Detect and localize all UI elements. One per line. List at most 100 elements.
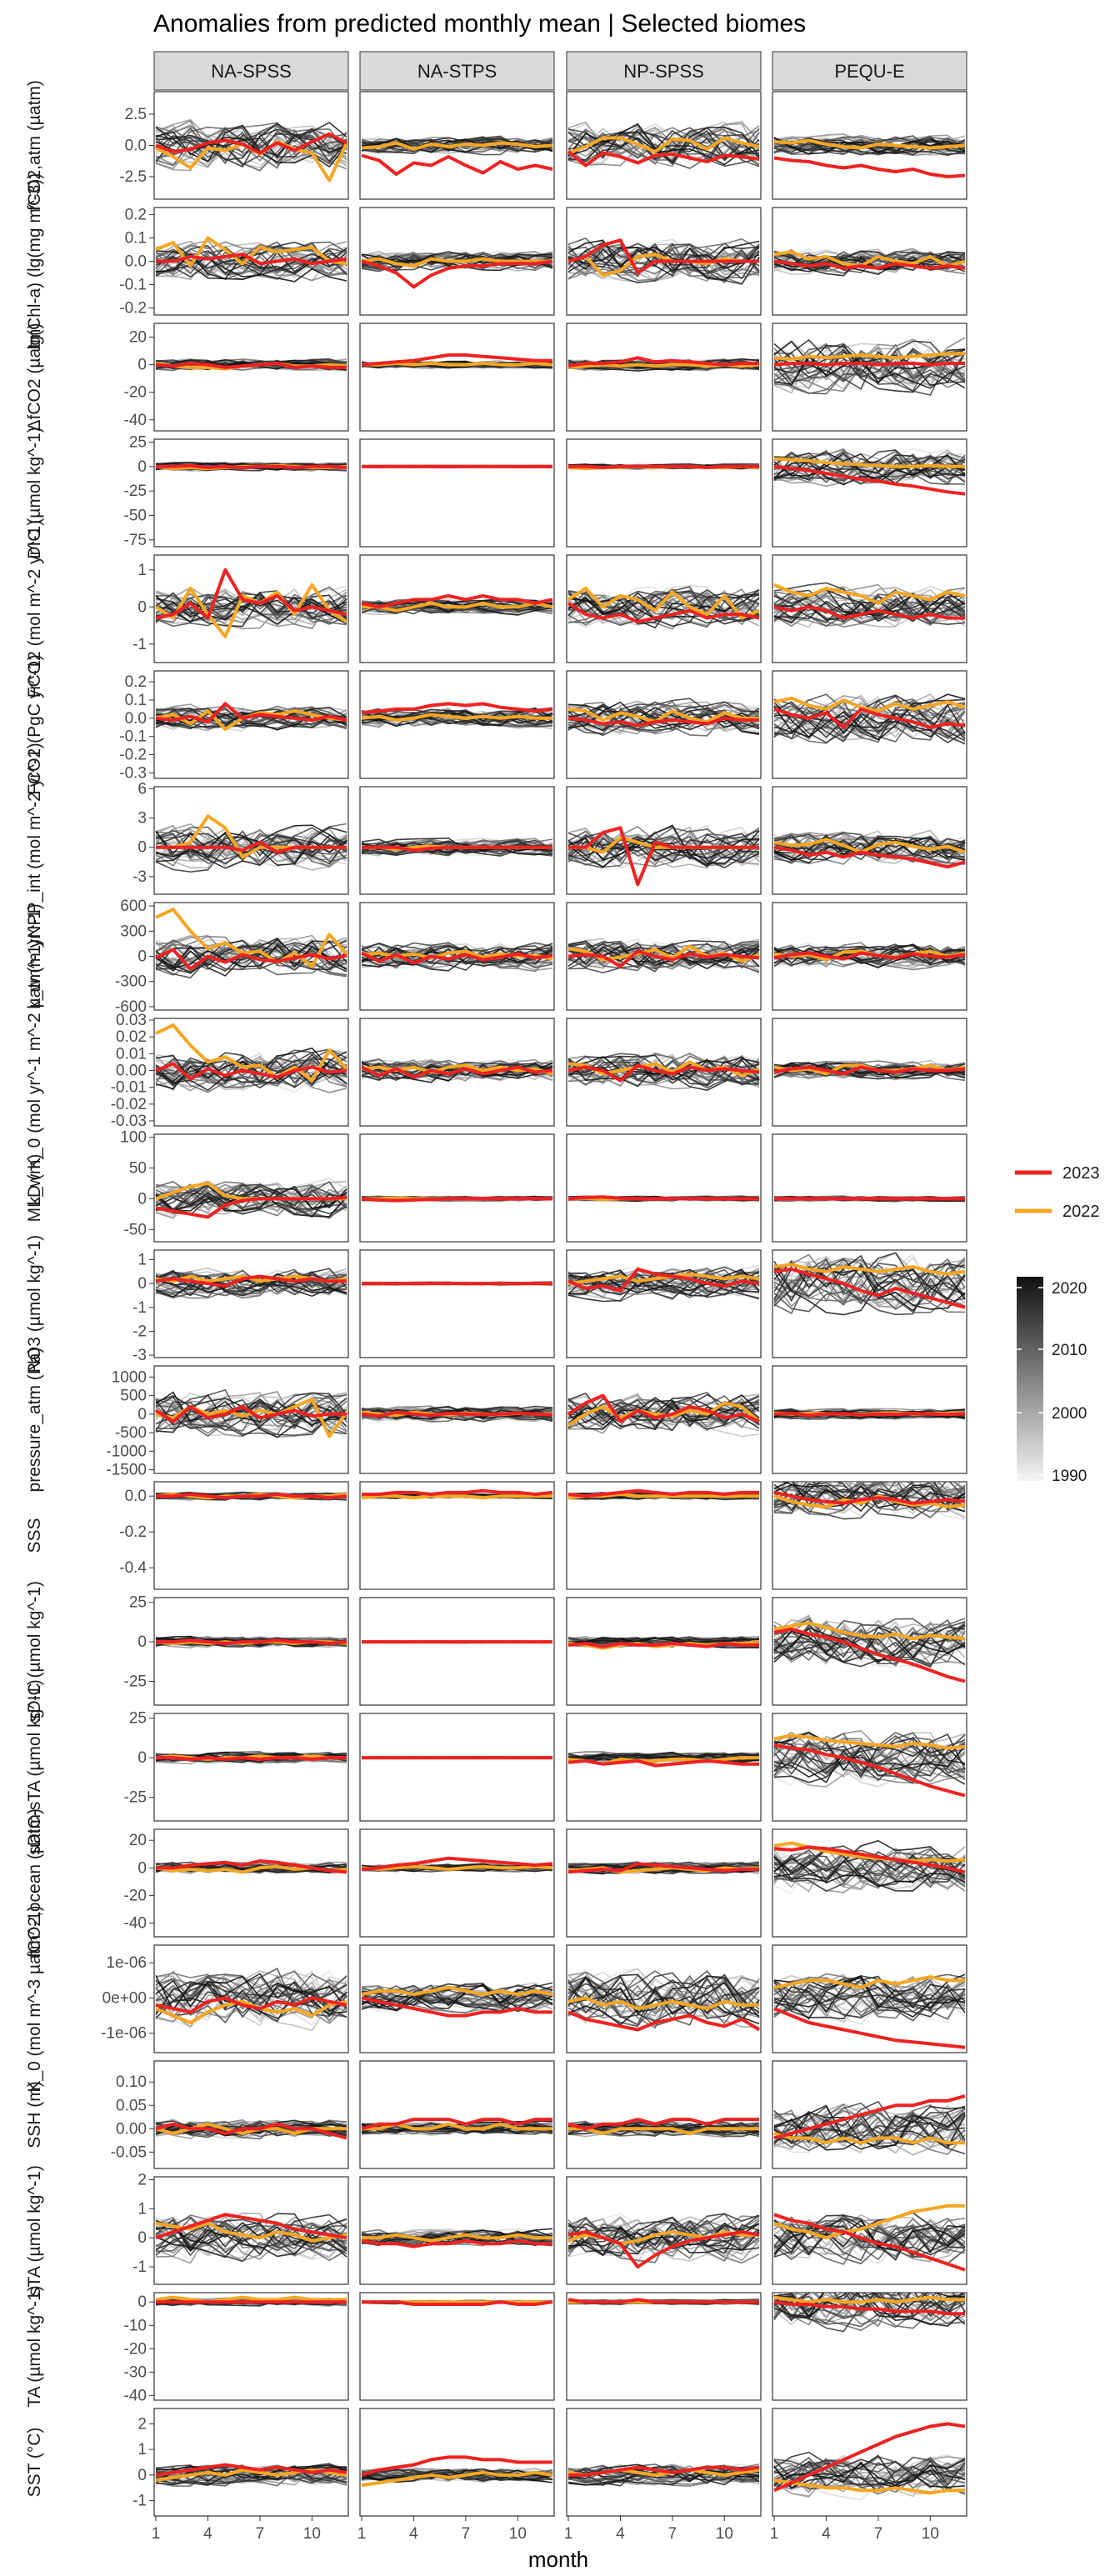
y-tick-label: -1 [132, 2258, 147, 2276]
line-year-2017 [773, 2458, 966, 2493]
line-year-2021 [568, 837, 760, 862]
y-tick-label: 0 [138, 1275, 147, 1293]
line-2022 [568, 1272, 760, 1286]
line-year-2007 [155, 248, 348, 277]
line-2023 [156, 463, 348, 469]
line-year-2005 [568, 701, 760, 730]
line-2022 [773, 2295, 965, 2304]
x-tick-label: 10 [509, 2525, 527, 2543]
legend-label: 2023 [1062, 1164, 1100, 1183]
line-year-2015 [773, 1483, 966, 1520]
line-year-2018 [773, 357, 966, 393]
facet-panel [153, 438, 349, 548]
facet-label: NP-SPSS [623, 61, 704, 82]
panel-lines [361, 2455, 553, 2488]
line-year-2010 [773, 1627, 966, 1655]
line-year-2015 [568, 1398, 760, 1432]
line-year-2020 [361, 840, 553, 855]
line-year-2019 [155, 1973, 348, 2015]
x-tick-label: 7 [668, 2525, 678, 2543]
line-year-2020 [361, 945, 553, 966]
line-year-2021 [773, 348, 966, 385]
facet-panel [359, 1018, 555, 1127]
line-year-2005 [773, 1855, 966, 1890]
line-2022 [567, 587, 760, 620]
facet-panel [566, 2060, 762, 2169]
y-tick-label: 2 [138, 2415, 147, 2433]
facet-panel [772, 2408, 968, 2517]
facet-panel [153, 1481, 349, 1590]
line-year-2021 [773, 1260, 966, 1310]
line-2022 [773, 2203, 965, 2240]
line-year-2019 [773, 2118, 966, 2150]
panel-lines [361, 1058, 553, 1083]
y-tick-label: -0.02 [111, 1096, 147, 1113]
panel-frame [153, 438, 349, 548]
line-year-2021 [568, 1997, 760, 2026]
line-2023 [361, 702, 553, 715]
y-axis-label: fCO2,ocean (µatm) [25, 1808, 44, 1958]
y-axis-label: MLD (m) [25, 1154, 44, 1223]
line-year-2016 [773, 2293, 964, 2321]
line-year-2011 [155, 1973, 348, 2018]
facet-strip [359, 51, 555, 91]
line-2023 [156, 253, 348, 266]
panel-lines [361, 942, 553, 973]
line-year-2018 [361, 837, 553, 854]
panel-frame [153, 1597, 349, 1706]
line-year-2017 [773, 1063, 966, 1075]
line-year-2019 [155, 358, 348, 367]
y-tick-label: -75 [124, 532, 147, 549]
chart-title: Anomalies from predicted monthly mean | … [153, 10, 806, 38]
y-tick-label: 3 [138, 810, 147, 828]
y-tick-label: 0 [138, 1749, 147, 1767]
x-tick-label: 4 [409, 2525, 418, 2543]
panel-lines [568, 698, 760, 737]
line-year-2013 [155, 827, 348, 866]
panel-lines [155, 358, 348, 372]
y-tick-label: -0.1 [119, 728, 147, 746]
line-2023 [156, 840, 347, 854]
line-year-2005 [155, 1061, 348, 1093]
y-tick-label: 2.5 [125, 106, 147, 123]
facet-panel [566, 786, 762, 895]
line-year-2015 [568, 2213, 760, 2250]
line-year-2016 [568, 1976, 760, 2022]
line-year-2021 [361, 1062, 553, 1082]
line-year-2021 [155, 1273, 348, 1298]
line-2023 [773, 1267, 966, 1309]
facet-panel [566, 2176, 762, 2285]
panel-lines [773, 942, 966, 971]
facet-panel [566, 554, 762, 663]
facet-panel [153, 1018, 349, 1127]
line-year-2021 [568, 2225, 760, 2257]
facet-panel [566, 1249, 762, 1358]
y-tick-label: 0 [138, 839, 147, 857]
y-tick-label: 0e+00 [102, 1989, 147, 2007]
line-year-2021 [155, 595, 348, 625]
line-year-2016 [773, 1851, 966, 1880]
panel-lines [773, 448, 966, 496]
facet-panel [359, 323, 555, 432]
facet-panel [153, 2408, 349, 2517]
colorbar [1017, 1277, 1043, 1481]
panel-frame [566, 1713, 762, 1822]
x-tick-label: 7 [874, 2525, 883, 2543]
line-year-2017 [773, 945, 966, 966]
line-year-2017 [773, 1853, 966, 1883]
y-tick-label: -3 [132, 1347, 147, 1364]
panel-frame [153, 2408, 349, 2517]
line-2023 [568, 2230, 760, 2269]
panel-frame [359, 438, 555, 548]
line-year-2007 [155, 2214, 348, 2262]
line-2023 [361, 1065, 553, 1079]
facet-panel [772, 1713, 968, 1822]
y-tick-label: 0 [138, 1633, 147, 1651]
facet-panel [772, 1481, 968, 1590]
panel-lines [773, 1839, 966, 1895]
line-year-2015 [568, 131, 760, 163]
panel-lines [361, 702, 553, 729]
line-2023 [361, 1410, 553, 1418]
y-axis-label: SSH (m) [25, 2081, 44, 2148]
line-2022 [773, 583, 966, 605]
